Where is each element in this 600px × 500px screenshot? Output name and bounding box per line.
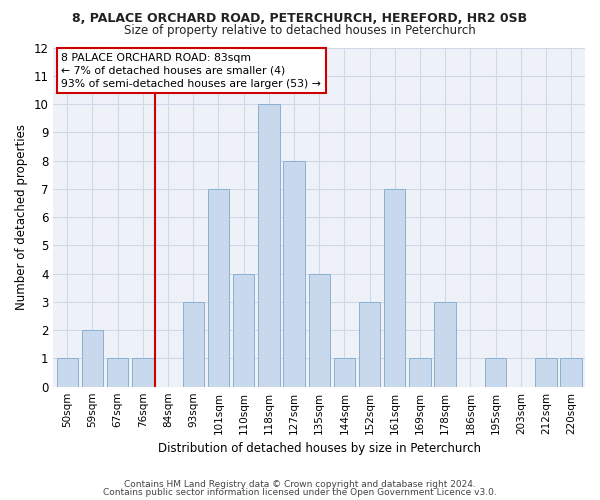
Bar [182,302,204,386]
Bar [56,358,78,386]
Text: Size of property relative to detached houses in Peterchurch: Size of property relative to detached ho… [124,24,476,37]
Bar [560,358,582,386]
Bar [208,189,229,386]
Bar [308,274,330,386]
Y-axis label: Number of detached properties: Number of detached properties [15,124,28,310]
Bar [434,302,456,386]
Text: Contains public sector information licensed under the Open Government Licence v3: Contains public sector information licen… [103,488,497,497]
Bar [384,189,406,386]
Bar [107,358,128,386]
Bar [485,358,506,386]
Bar [334,358,355,386]
Text: 8, PALACE ORCHARD ROAD, PETERCHURCH, HEREFORD, HR2 0SB: 8, PALACE ORCHARD ROAD, PETERCHURCH, HER… [73,12,527,26]
Bar [132,358,154,386]
Text: 8 PALACE ORCHARD ROAD: 83sqm
← 7% of detached houses are smaller (4)
93% of semi: 8 PALACE ORCHARD ROAD: 83sqm ← 7% of det… [61,52,321,89]
Text: Contains HM Land Registry data © Crown copyright and database right 2024.: Contains HM Land Registry data © Crown c… [124,480,476,489]
Bar [82,330,103,386]
Bar [283,160,305,386]
X-axis label: Distribution of detached houses by size in Peterchurch: Distribution of detached houses by size … [158,442,481,455]
Bar [535,358,557,386]
Bar [233,274,254,386]
Bar [409,358,431,386]
Bar [359,302,380,386]
Bar [258,104,280,387]
